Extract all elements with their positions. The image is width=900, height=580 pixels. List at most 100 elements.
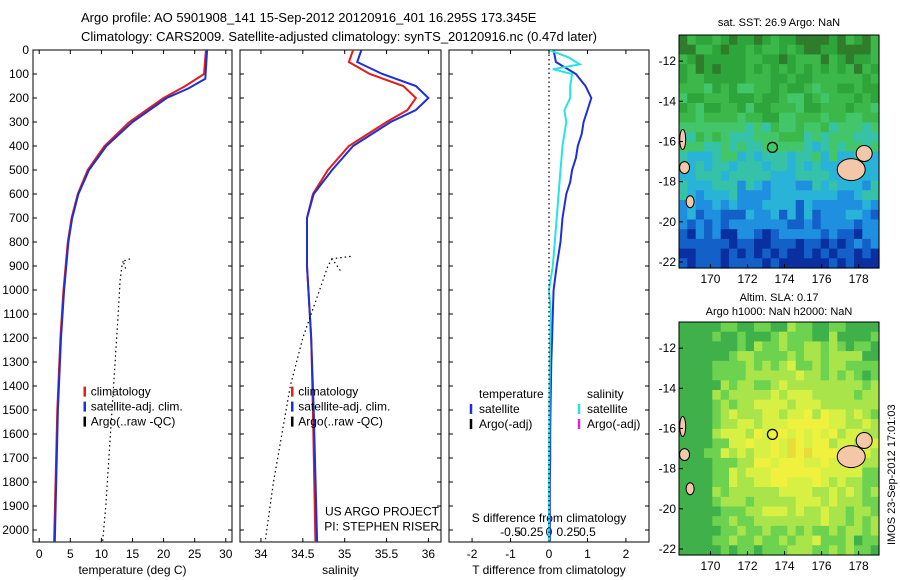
map-title: sat. SST: 26.9 Argo: NaN: [718, 17, 840, 29]
heatmap-cell: [712, 390, 722, 401]
heatmap-cell: [679, 341, 688, 352]
heatmap-cell: [679, 209, 688, 221]
heatmap-cell: [712, 457, 722, 469]
heatmap-cell: [754, 487, 763, 498]
heatmap-cell: [712, 219, 722, 230]
heatmap-cell: [695, 409, 705, 420]
heatmap-cell: [762, 545, 772, 556]
heatmap-cell: [837, 467, 847, 478]
heatmap-cell: [745, 248, 755, 259]
heatmap-cell: [720, 380, 730, 391]
x-tick-label-secondary: 0.5: [579, 525, 596, 539]
heatmap-cell: [779, 238, 788, 250]
heatmap-cell: [779, 545, 788, 556]
heatmap-cell: [712, 545, 722, 556]
heatmap-cell: [695, 209, 705, 221]
heatmap-cell: [687, 248, 697, 259]
heatmap-cell: [695, 457, 705, 469]
series-line-argo-raw-qc-: [264, 258, 333, 542]
heatmap-cell: [737, 448, 747, 459]
heatmap-cell: [870, 64, 880, 75]
heatmap-cell: [812, 399, 822, 410]
difference-panel: -2 -1 0 1 2-0.5-0.25 0 0.25 0.5T difference fro…: [448, 49, 650, 577]
heatmap-cell: [712, 399, 722, 410]
heatmap-cell: [762, 112, 772, 123]
heatmap-cell: [754, 219, 763, 230]
heatmap-cell: [804, 457, 813, 469]
heatmap-cell: [779, 496, 788, 508]
heatmap-cell: [812, 170, 822, 182]
series-line-argo-hook: [331, 255, 351, 272]
heatmap-cell: [770, 525, 780, 537]
heatmap-cell: [862, 467, 872, 478]
heatmap-cell: [812, 380, 822, 391]
heatmap-cell: [779, 161, 788, 172]
heatmap-cell: [712, 209, 722, 221]
heatmap-cell: [762, 535, 772, 546]
heatmap-cell: [845, 380, 855, 391]
heatmap-cell: [712, 360, 722, 372]
x-tick-label: 176: [812, 272, 832, 286]
series-line-satellite-adj-clim-: [53, 50, 209, 542]
heatmap-cell: [787, 258, 797, 269]
heatmap-cell: [679, 399, 688, 410]
heatmap-cell: [854, 487, 863, 498]
heatmap-cell: [854, 399, 863, 410]
heatmap-cell: [720, 209, 730, 221]
heatmap-cell: [745, 322, 755, 333]
heatmap-cell: [762, 399, 772, 410]
heatmap-cell: [762, 161, 772, 172]
heatmap-cell: [787, 477, 797, 488]
heatmap-cell: [754, 83, 763, 94]
heatmap-cell: [770, 200, 780, 211]
heatmap-cell: [779, 180, 788, 191]
heatmap-cell: [787, 428, 797, 440]
heatmap-cell: [812, 132, 822, 143]
heatmap-cell: [679, 457, 688, 469]
heatmap-cell: [687, 545, 697, 556]
heatmap-cell: [729, 180, 738, 191]
heatmap-cell: [854, 258, 863, 269]
legend-heading: salinity: [587, 387, 624, 401]
heatmap-cell: [795, 103, 805, 114]
heatmap-cell: [720, 467, 730, 478]
heatmap-cell: [804, 390, 813, 401]
heatmap-cell: [812, 83, 822, 94]
heatmap-cell: [795, 170, 805, 182]
heatmap-cell: [679, 229, 688, 240]
heatmap-cell: [820, 200, 830, 211]
heatmap-cell: [837, 35, 847, 46]
heatmap-cell: [837, 322, 847, 333]
heatmap-cell: [820, 419, 830, 430]
heatmap-cell: [704, 370, 713, 381]
heatmap-cell: [729, 487, 738, 498]
heatmap-cell: [687, 180, 697, 191]
heatmap-cell: [704, 35, 713, 46]
heatmap-cell: [820, 390, 830, 401]
x-tick-label: 30: [219, 547, 233, 561]
heatmap-cell: [820, 331, 830, 342]
heatmap-cell: [720, 487, 730, 498]
heatmap-cell: [704, 200, 713, 211]
heatmap-cell: [695, 467, 705, 478]
heatmap-cell: [845, 209, 855, 221]
heatmap-cell: [845, 64, 855, 75]
island-shape: [685, 482, 695, 496]
heatmap-cell: [837, 351, 847, 362]
heatmap-cell: [770, 64, 780, 75]
heatmap-cell: [837, 438, 847, 449]
heatmap-cell: [837, 44, 847, 55]
island-shape: [679, 128, 687, 150]
y-tick-label: -16: [659, 421, 677, 435]
heatmap-cell: [712, 180, 722, 191]
heatmap-cell: [854, 370, 863, 381]
heatmap-cell: [854, 525, 863, 537]
heatmap-cell: [812, 238, 822, 250]
heatmap-cell: [720, 54, 730, 65]
heatmap-cell: [695, 535, 705, 546]
heatmap-cell: [779, 248, 788, 259]
heatmap-cell: [845, 467, 855, 478]
legend-label: climatology: [298, 385, 358, 399]
series-group: [547, 50, 593, 542]
header-line-1: Argo profile: AO 5901908_141 15-Sep-2012…: [81, 10, 537, 25]
